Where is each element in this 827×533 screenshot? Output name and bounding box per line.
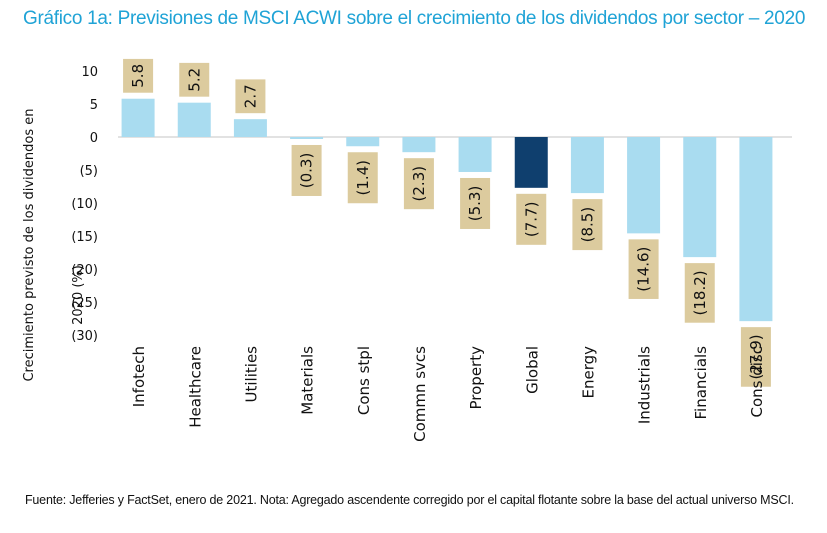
data-label-text: 5.8: [129, 64, 147, 88]
category-label: Materials: [299, 346, 317, 415]
category-label: Utilities: [242, 346, 260, 403]
data-label: (5.3): [460, 177, 491, 229]
bar-energy: [570, 137, 604, 194]
data-label: (14.6): [628, 239, 659, 299]
category-label: Energy: [579, 346, 597, 399]
category-label: Commn svcs: [411, 346, 429, 442]
category-label: Property: [467, 346, 485, 410]
bars: [121, 98, 773, 322]
y-tick-label: (25): [71, 296, 98, 311]
data-label-box: [123, 58, 154, 93]
data-label-text: (14.6): [635, 247, 653, 292]
data-label-text: (8.5): [578, 207, 596, 243]
bar-infotech: [121, 98, 155, 137]
data-label: (1.4): [347, 152, 378, 204]
data-label-box: [235, 79, 266, 114]
data-label-text: (0.3): [298, 153, 316, 189]
data-label-text: (27.9): [747, 334, 765, 379]
category-label: Infotech: [130, 346, 148, 407]
y-tick-label: (10): [71, 197, 98, 212]
data-label-text: (1.4): [354, 160, 372, 196]
data-label-box: [347, 152, 378, 204]
data-label-text: (2.3): [410, 166, 428, 202]
category-label: Cons stpl: [355, 346, 373, 415]
data-label-box: [291, 144, 322, 196]
source-note: Fuente: Jefferies y FactSet, enero de 20…: [25, 493, 794, 507]
y-axis-ticks: 10 5 0 (5) (10) (15) (20) (25) (30): [71, 65, 98, 344]
y-axis-title-line: Crecimiento previsto de los dividendos e…: [22, 108, 37, 381]
category-label: Financials: [692, 346, 710, 420]
bar-materials: [290, 137, 324, 139]
y-tick-label: 5: [90, 98, 98, 113]
data-label-box: [572, 199, 603, 251]
bar-healthcare: [177, 102, 211, 137]
bar-property: [458, 137, 492, 172]
data-label: (8.5): [572, 199, 603, 251]
data-label: 5.8: [123, 58, 154, 93]
data-label-text: (5.3): [466, 186, 484, 222]
bar-global: [514, 137, 548, 188]
data-label: (27.9): [740, 327, 771, 387]
data-label-text: 2.7: [241, 84, 259, 108]
category-label: Industrials: [636, 346, 654, 424]
data-labels: 5.8 5.2 2.7 (0.3) (1.4) (2.3) (5.3) (7.7) (8.5) (…: [123, 58, 771, 387]
data-label-text: (18.2): [691, 270, 709, 315]
bar-chart: Crecimiento previsto de los dividendos e…: [22, 58, 792, 442]
chart-title: Gráfico 1a: Previsiones de MSCI ACWI sob…: [23, 8, 806, 29]
y-axis-label: Crecimiento previsto de los dividendos e…: [22, 108, 86, 381]
category-labels: Infotech Healthcare Utilities Materials Cons…: [130, 346, 766, 442]
category-label: Global: [523, 346, 541, 394]
data-label-box: [460, 177, 491, 229]
y-tick-label: (5): [80, 164, 98, 179]
y-tick-label: 0: [90, 131, 98, 146]
bar-commn-svcs: [402, 137, 436, 153]
y-tick-label: (15): [71, 230, 98, 245]
category-label: Cons disc: [748, 346, 766, 418]
data-label: (18.2): [684, 263, 715, 323]
bar-cons-stpl: [346, 137, 380, 147]
data-label-text: 5.2: [185, 68, 203, 92]
data-label: 2.7: [235, 79, 266, 114]
data-label-box: [403, 158, 434, 210]
data-label: (0.3): [291, 144, 322, 196]
y-tick-label: 10: [81, 65, 98, 80]
data-label-text: (7.7): [522, 202, 540, 238]
data-label: (7.7): [516, 193, 547, 245]
data-label-box: [516, 193, 547, 245]
bar-cons-disc: [739, 137, 773, 322]
bar-industrials: [627, 137, 661, 234]
data-label: (2.3): [403, 158, 434, 210]
data-label: 5.2: [179, 62, 210, 97]
y-tick-label: (20): [71, 263, 98, 278]
data-label-box: [684, 263, 715, 323]
bar-utilities: [233, 119, 267, 137]
data-label-box: [179, 62, 210, 97]
y-axis-title-line: 2020 (%): [71, 265, 86, 325]
data-label-box: [628, 239, 659, 299]
y-tick-label: (30): [71, 329, 98, 344]
category-label: Healthcare: [186, 346, 204, 428]
data-label-box: [740, 327, 771, 387]
bar-financials: [683, 137, 717, 258]
